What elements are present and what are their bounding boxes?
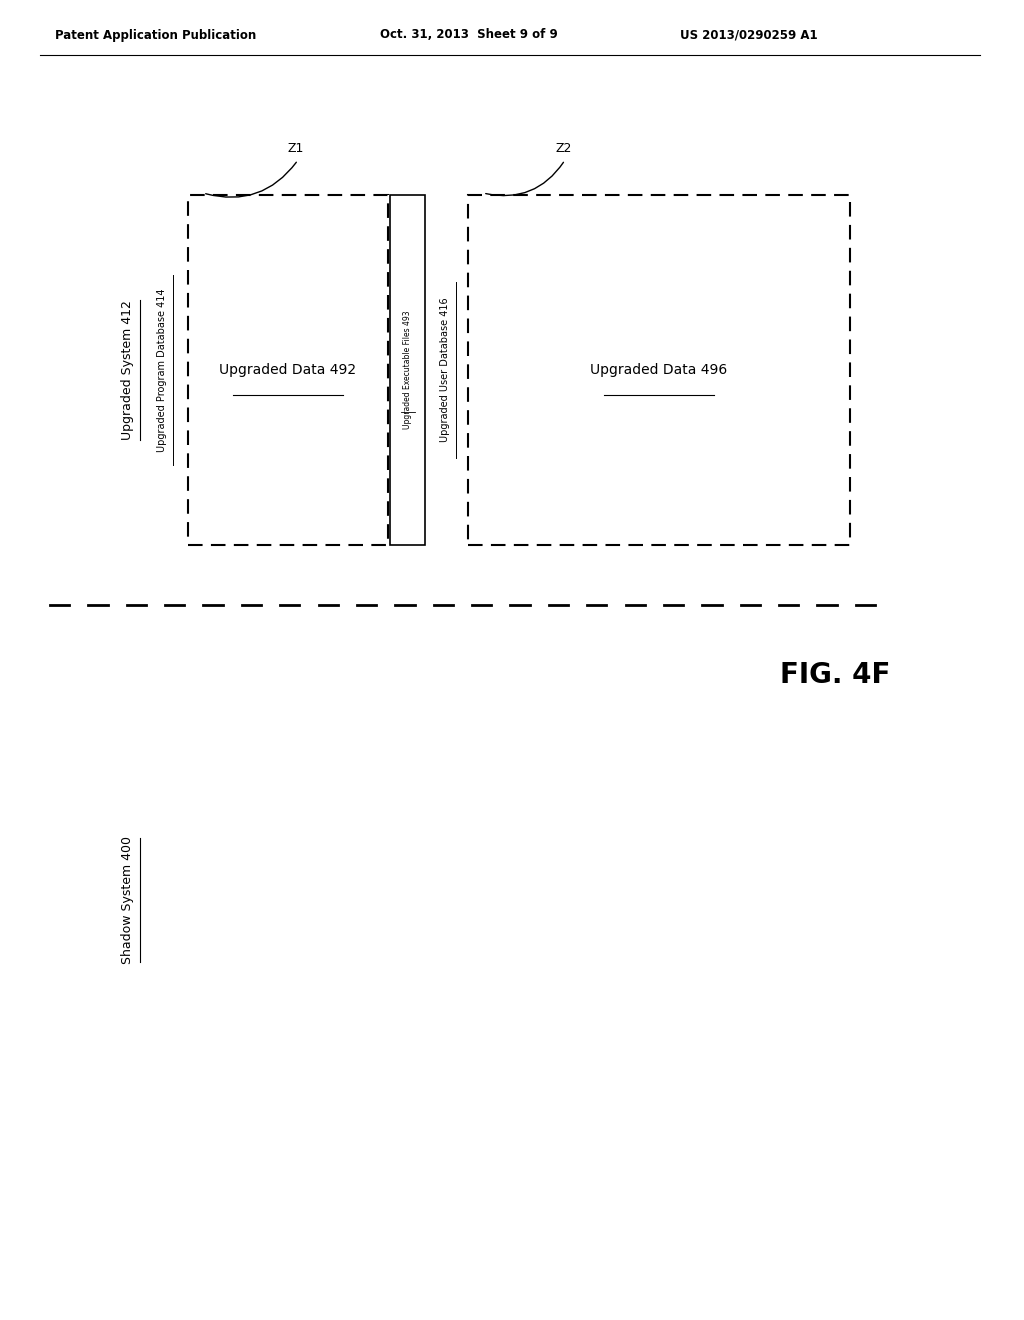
Text: Upgraded User Database 416: Upgraded User Database 416 <box>440 298 450 442</box>
Text: Z1: Z1 <box>288 143 304 154</box>
Text: Upgraded Executable Files 493: Upgraded Executable Files 493 <box>403 310 412 429</box>
Text: Patent Application Publication: Patent Application Publication <box>55 29 256 41</box>
Text: FIG. 4F: FIG. 4F <box>780 661 890 689</box>
Text: Shadow System 400: Shadow System 400 <box>122 836 134 964</box>
Text: Oct. 31, 2013  Sheet 9 of 9: Oct. 31, 2013 Sheet 9 of 9 <box>380 29 558 41</box>
Text: Upgraded System 412: Upgraded System 412 <box>122 300 134 440</box>
Text: Z2: Z2 <box>555 143 571 154</box>
Text: Upgraded Program Database 414: Upgraded Program Database 414 <box>157 288 167 451</box>
Text: Upgraded Data 492: Upgraded Data 492 <box>219 363 356 378</box>
Text: US 2013/0290259 A1: US 2013/0290259 A1 <box>680 29 817 41</box>
Text: Upgraded Data 496: Upgraded Data 496 <box>591 363 728 378</box>
